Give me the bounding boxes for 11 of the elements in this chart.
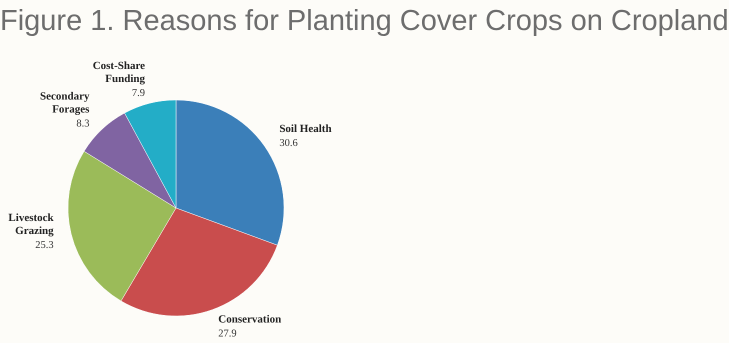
data-label: 8.3 <box>76 118 90 130</box>
slice-label: Cost-Share Funding <box>92 60 146 85</box>
chart-title: Figure 1. Reasons for Planting Cover Crops on Cropland <box>0 4 729 37</box>
data-label: 30.6 <box>279 138 298 149</box>
slice-label: Conservation <box>218 314 282 326</box>
data-label: 25.3 <box>35 240 54 252</box>
slice-label: Livestock Grazing <box>8 212 55 238</box>
data-label: 27.9 <box>218 328 237 340</box>
slice-label: Secondary Forages <box>40 90 90 116</box>
slice-label: Soil Health <box>279 122 332 135</box>
data-label: 7.9 <box>132 88 146 99</box>
